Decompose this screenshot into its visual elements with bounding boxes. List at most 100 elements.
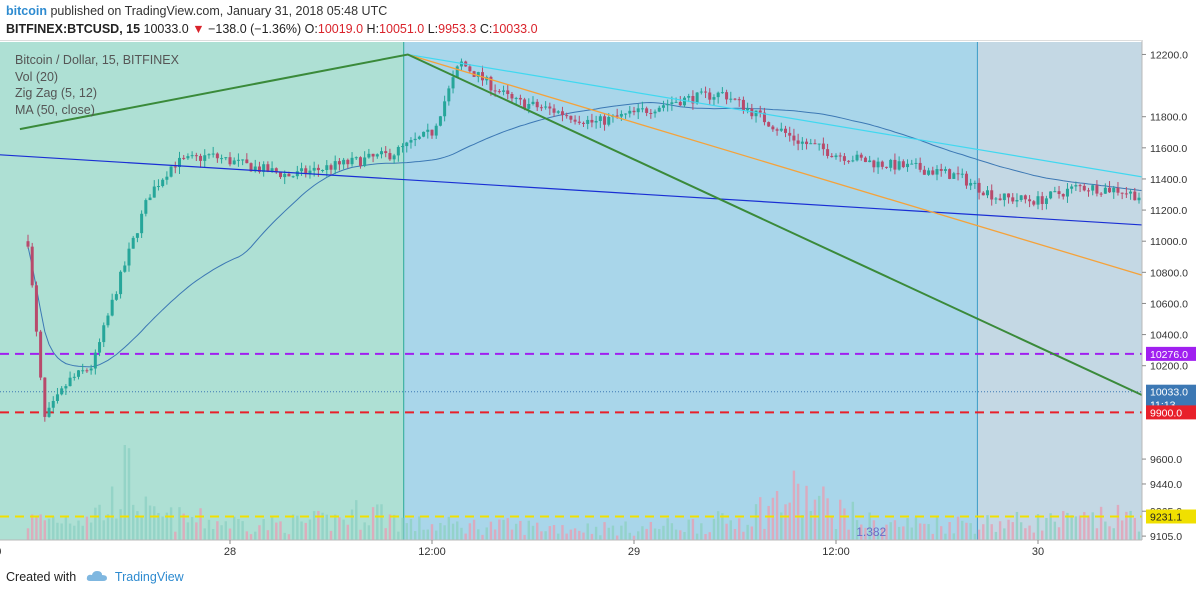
volume-bar: [1057, 527, 1061, 540]
volume-bar: [893, 520, 897, 540]
candle-body: [556, 111, 560, 113]
candle-body: [636, 108, 640, 113]
volume-bar: [620, 525, 623, 540]
candle-body: [502, 90, 506, 92]
volume-bar: [746, 524, 749, 540]
volume-bar: [31, 514, 34, 540]
volume-bar: [502, 519, 505, 540]
candle-body: [859, 154, 863, 158]
volume-bar: [716, 511, 720, 540]
volume-bar: [573, 528, 577, 540]
published-text: published on TradingView.com, January 31…: [50, 4, 388, 18]
legend-zigzag[interactable]: Zig Zag (5, 12): [15, 86, 97, 100]
projection-pattern: [407, 53, 1142, 276]
candle-body: [851, 160, 855, 162]
volume-bar: [182, 513, 185, 540]
candle-body: [998, 198, 1002, 201]
candle-body: [821, 143, 825, 150]
legend-volume[interactable]: Vol (20): [15, 69, 59, 84]
candle-body: [253, 166, 257, 172]
volume-bar: [590, 533, 594, 540]
volume-bar: [413, 531, 417, 540]
volume-bar: [918, 523, 922, 540]
volume-bar: [249, 534, 253, 540]
volume-bar: [855, 520, 859, 540]
volume-bar: [594, 526, 598, 540]
candle-body: [716, 92, 720, 98]
candle-body: [885, 166, 888, 168]
candle-body: [207, 154, 211, 156]
candle-body: [594, 120, 598, 123]
volume-bar: [371, 507, 375, 540]
price-tick-label: 11800.0: [1150, 112, 1187, 124]
candle-body: [375, 154, 379, 157]
volume-bar: [906, 518, 909, 540]
price-tick-label: 11000.0: [1150, 236, 1187, 248]
volume-bar: [472, 519, 476, 540]
candle-body: [784, 128, 787, 133]
candle-body: [392, 155, 396, 160]
candle-body: [186, 156, 190, 159]
volume-bar: [1041, 530, 1044, 540]
volume-bar: [792, 470, 796, 540]
candle-body: [43, 377, 47, 417]
candle-body: [342, 159, 346, 165]
volume-bar: [544, 531, 547, 540]
volume-bar: [733, 528, 737, 540]
volume-bar: [721, 513, 724, 540]
volume-bar: [948, 521, 951, 540]
volume-bar: [1070, 515, 1073, 540]
volume-bar: [169, 507, 173, 540]
volume-bar: [548, 526, 552, 540]
candle-body: [489, 76, 493, 91]
candle-body: [994, 198, 998, 200]
volume-bar: [679, 530, 682, 540]
volume-bar: [944, 533, 947, 540]
volume-bar: [998, 521, 1002, 540]
candle-body: [1036, 196, 1040, 205]
candle-body: [792, 135, 796, 141]
legend-ma[interactable]: MA (50, close): [15, 102, 95, 117]
volume-bar: [1011, 522, 1014, 540]
legend-title[interactable]: Bitcoin / Dollar, 15, BITFINEX: [15, 53, 179, 67]
volume-bar: [451, 523, 455, 540]
candle-body: [1065, 188, 1069, 197]
volume-bar: [144, 496, 148, 540]
candle-body: [60, 388, 64, 395]
candle-body: [245, 159, 249, 164]
candle-body: [1137, 197, 1141, 201]
candle-body: [935, 169, 939, 175]
price-tag-text-0: 10276.0: [1150, 349, 1188, 361]
volume-bar: [750, 526, 754, 540]
volume-bar: [1099, 506, 1103, 540]
volume-bar: [931, 533, 934, 540]
price-chart[interactable]: A115 bars, 1d 4h 45m14 bars, 3h 30m1235.…: [0, 40, 1199, 562]
candle-body: [316, 167, 320, 171]
candle-body: [901, 161, 905, 168]
volume-bar: [540, 531, 543, 540]
candle-body: [291, 176, 295, 178]
down-arrow-icon: ▼: [192, 22, 205, 36]
time-tick-label: 28: [224, 546, 236, 558]
candle-body: [127, 248, 131, 266]
candle-body: [952, 173, 956, 179]
volume-bar: [190, 517, 194, 540]
candle-body: [741, 99, 745, 111]
candle-body: [72, 376, 76, 378]
volume-bar: [35, 516, 38, 540]
volume-bar: [81, 525, 84, 540]
candle-body: [523, 99, 527, 109]
volume-bar: [73, 525, 76, 540]
volume-bar: [203, 528, 206, 540]
candle-body: [388, 153, 392, 160]
candle-body: [977, 182, 981, 193]
author-name[interactable]: bitcoin: [6, 4, 47, 18]
candle-body: [1044, 198, 1048, 204]
low-value: 9953.3: [438, 22, 477, 36]
candle-body: [809, 143, 813, 145]
volume-bar: [615, 535, 619, 540]
volume-bar: [477, 529, 480, 540]
candle-body: [417, 136, 421, 139]
tradingview-link[interactable]: TradingView: [114, 570, 184, 584]
volume-bar: [94, 507, 97, 540]
